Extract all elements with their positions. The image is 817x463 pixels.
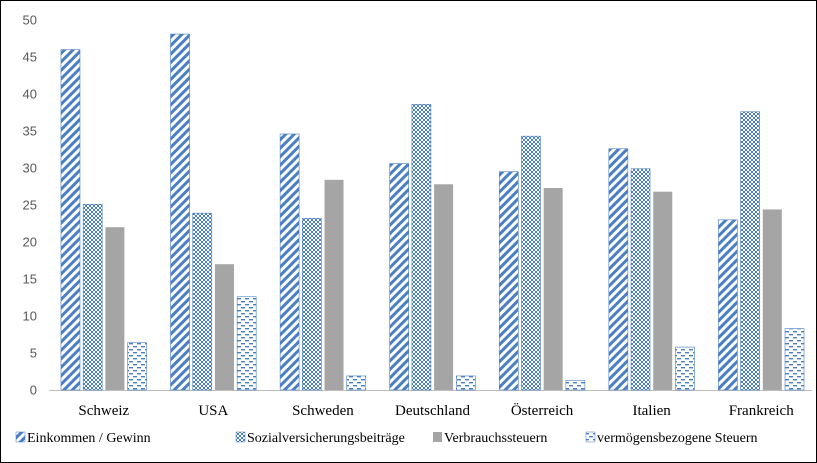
bar-2	[411, 104, 432, 391]
legend-label: Sozialversicherungsbeiträge	[247, 431, 405, 446]
bar-4	[784, 328, 805, 391]
x-tick-label: Frankreich	[729, 403, 794, 419]
y-tick-label: 30	[23, 161, 37, 176]
x-axis: Schweiz USA Schweden Deutschland Österreich I…	[49, 390, 812, 419]
y-tick-label: 25	[23, 198, 37, 213]
y-tick-label: 35	[23, 124, 37, 139]
legend-swatch-3	[433, 432, 442, 442]
bar-3	[434, 184, 454, 390]
bar-1	[170, 33, 190, 391]
bar-2	[192, 212, 213, 391]
bar-3	[653, 191, 673, 390]
x-tick-label: USA	[198, 403, 228, 419]
bar-1	[60, 49, 81, 391]
bar-4	[346, 375, 367, 391]
legend-label: Verbrauchssteuern	[444, 431, 547, 446]
y-tick-label: 10	[23, 309, 37, 324]
x-tick-label: Österreich	[511, 402, 574, 419]
bar-1	[389, 163, 410, 391]
legend-swatch-1	[15, 431, 26, 443]
legend-swatch-2	[235, 431, 246, 443]
y-tick-label: 40	[23, 87, 37, 102]
x-tick-label: Italien	[632, 403, 671, 419]
bar-2	[740, 111, 760, 391]
bar-3	[214, 264, 234, 390]
bar-3	[543, 187, 563, 390]
bar-4	[236, 296, 257, 391]
bar-4	[675, 346, 695, 391]
bar-2	[630, 168, 651, 391]
bar-4	[565, 380, 586, 391]
bar-1	[608, 148, 629, 391]
y-axis: 0 5 10 15 20 25 30 35 40 45 50	[23, 13, 37, 398]
y-tick-label: 50	[23, 13, 37, 28]
bar-1	[498, 171, 519, 391]
y-tick-label: 20	[23, 235, 37, 250]
bar-2	[82, 203, 103, 391]
bar-3	[762, 209, 782, 390]
bar-2	[521, 135, 541, 391]
legend-label: vermögensbezogene Steuern	[597, 431, 758, 446]
bar-3	[324, 179, 344, 390]
legend-swatch-4	[585, 431, 596, 443]
bar-2	[302, 218, 322, 391]
legend: Einkommen / Gewinn Sozialversicherungsbei…	[15, 431, 758, 446]
bar-1	[718, 219, 738, 391]
x-tick-label: Schweden	[292, 403, 354, 419]
bars	[60, 33, 805, 391]
bar-4	[455, 375, 476, 391]
y-tick-label: 45	[23, 50, 37, 65]
legend-label: Einkommen / Gewinn	[27, 431, 151, 446]
bar-4	[127, 342, 147, 391]
y-tick-label: 5	[30, 346, 37, 361]
x-tick-label: Schweiz	[78, 403, 129, 419]
bar-1	[279, 133, 300, 391]
x-tick-label: Deutschland	[395, 403, 470, 419]
y-tick-label: 15	[23, 272, 37, 287]
y-tick-label: 0	[30, 383, 37, 398]
bar-3	[105, 227, 125, 390]
